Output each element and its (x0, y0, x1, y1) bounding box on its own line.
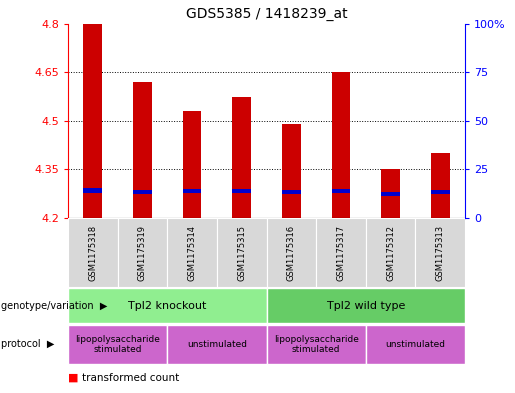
Bar (332, 72, 350, 218)
Text: GSM1175314: GSM1175314 (187, 224, 197, 281)
Text: GSM1175318: GSM1175318 (88, 224, 97, 281)
Bar (416, 218, 465, 287)
Text: GSM1175312: GSM1175312 (386, 224, 395, 281)
Bar (267, 218, 316, 287)
Text: Tpl2 wild type: Tpl2 wild type (327, 301, 405, 310)
Bar (316, 218, 366, 287)
Text: unstimulated: unstimulated (385, 340, 445, 349)
Bar (167, 218, 217, 287)
Text: ■: ■ (68, 373, 78, 382)
Text: lipopolysaccharide
stimulated: lipopolysaccharide stimulated (75, 335, 160, 354)
Bar (133, 190, 152, 194)
Bar (332, 189, 350, 193)
Bar (381, 192, 400, 196)
Text: GSM1175317: GSM1175317 (336, 224, 346, 281)
Text: GSM1175313: GSM1175313 (436, 224, 445, 281)
Bar (117, 218, 167, 287)
Bar (267, 288, 465, 323)
Text: lipopolysaccharide
stimulated: lipopolysaccharide stimulated (273, 335, 358, 354)
Bar (381, 169, 400, 218)
Bar (366, 218, 416, 287)
Bar (183, 189, 201, 193)
Bar (431, 153, 450, 218)
Bar (217, 218, 267, 287)
Text: unstimulated: unstimulated (187, 340, 247, 349)
Bar (431, 190, 450, 194)
Text: protocol  ▶: protocol ▶ (1, 340, 55, 349)
Title: GDS5385 / 1418239_at: GDS5385 / 1418239_at (186, 7, 347, 21)
Bar (167, 325, 267, 364)
Text: transformed count: transformed count (82, 373, 180, 382)
Bar (232, 97, 251, 218)
Text: genotype/variation  ▶: genotype/variation ▶ (1, 301, 108, 310)
Text: Tpl2 knockout: Tpl2 knockout (128, 301, 207, 310)
Bar (68, 218, 117, 287)
Bar (282, 124, 301, 218)
Bar (68, 325, 167, 364)
Bar (282, 190, 301, 194)
Bar (267, 325, 366, 364)
Bar (366, 325, 465, 364)
Text: GSM1175319: GSM1175319 (138, 224, 147, 281)
Text: GSM1175316: GSM1175316 (287, 224, 296, 281)
Bar (133, 82, 152, 218)
Bar (68, 288, 267, 323)
Bar (183, 111, 201, 218)
Bar (83, 189, 102, 193)
Text: GSM1175315: GSM1175315 (237, 224, 246, 281)
Bar (232, 189, 251, 193)
Bar (83, 24, 102, 218)
